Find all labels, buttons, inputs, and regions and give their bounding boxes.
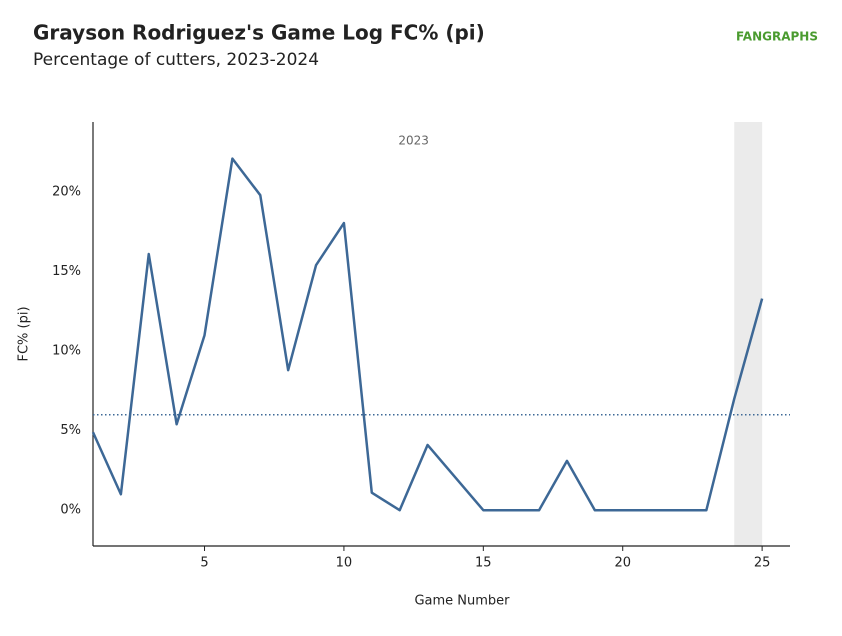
- x-tick-label: 10: [336, 556, 353, 571]
- y-axis-label: FC% (pi): [17, 306, 32, 361]
- shaded-band: [734, 122, 763, 546]
- y-tick-label: 10%: [52, 344, 81, 359]
- y-tick-label: 0%: [60, 503, 81, 518]
- x-tick-label: 20: [614, 556, 631, 571]
- logo: FANGRAPHS: [736, 30, 818, 44]
- chart-subtitle: Percentage of cutters, 2023-2024: [33, 50, 319, 70]
- season-label: 2023: [398, 134, 429, 148]
- y-tick-label: 5%: [60, 423, 81, 438]
- x-tick-label: 5: [200, 556, 208, 571]
- y-tick-label: 20%: [52, 185, 81, 200]
- x-tick-label: 15: [475, 556, 492, 571]
- x-axis-label: Game Number: [414, 594, 510, 609]
- series-line: [91, 157, 764, 512]
- y-tick-label: 15%: [52, 264, 81, 279]
- chart-title: Grayson Rodriguez's Game Log FC% (pi): [33, 21, 485, 45]
- x-tick-label: 25: [754, 556, 771, 571]
